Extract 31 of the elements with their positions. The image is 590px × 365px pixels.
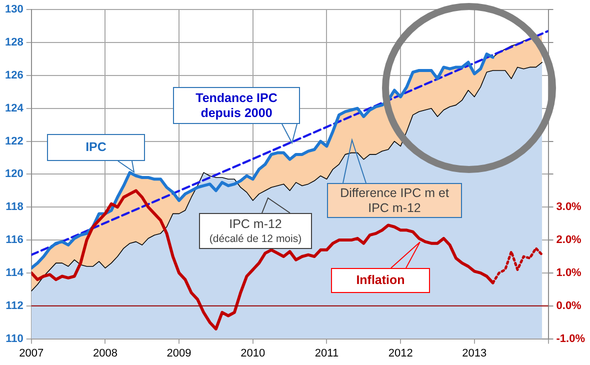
x-tick-label: 2013 — [462, 347, 487, 360]
y-tick-label: 122 — [4, 135, 24, 148]
y-tick-label: 128 — [4, 36, 24, 49]
y2-tick-label: 3.0% — [556, 201, 582, 214]
callout: Inflation — [331, 242, 430, 293]
x-tick-label: 2010 — [240, 347, 266, 360]
x-tick-label: 2011 — [314, 347, 339, 360]
x-tick-label: 2008 — [92, 347, 118, 360]
y-tick-label: 116 — [6, 234, 24, 246]
annotation: (décalé de 12 mois) — [209, 232, 302, 246]
y-tick-label: 112 — [6, 300, 24, 312]
y2-tick-label: 2.0% — [556, 234, 582, 246]
series-label: IPC m-12 — [229, 216, 282, 232]
callout: Tendance IPC depuis 2000 — [173, 87, 300, 143]
y-tick-label: 124 — [4, 102, 24, 114]
y-tick-label: 110 — [6, 332, 24, 345]
y2-tick-label: 1.0% — [556, 266, 582, 279]
y-tick-label: 114 — [6, 266, 24, 279]
y-tick-label: 126 — [4, 69, 24, 82]
callout: IPC m-12 (décalé de 12 mois) — [199, 198, 312, 249]
x-tick-label: 2012 — [388, 347, 413, 360]
x-tick-label: 2007 — [19, 347, 44, 360]
y-tick-label: 130 — [4, 4, 24, 16]
y2-tick-label: 0.0% — [556, 300, 582, 312]
callout: Difference IPC m et IPC m-12 — [327, 140, 462, 218]
callout: IPC — [47, 134, 145, 172]
y2-tick-label: -1.0% — [556, 332, 586, 345]
series-label: Difference IPC m et IPC m-12 — [339, 186, 450, 216]
x-tick-label: 2009 — [166, 347, 192, 360]
y-tick-label: 120 — [4, 168, 24, 180]
y-tick-label: 118 — [6, 201, 24, 214]
